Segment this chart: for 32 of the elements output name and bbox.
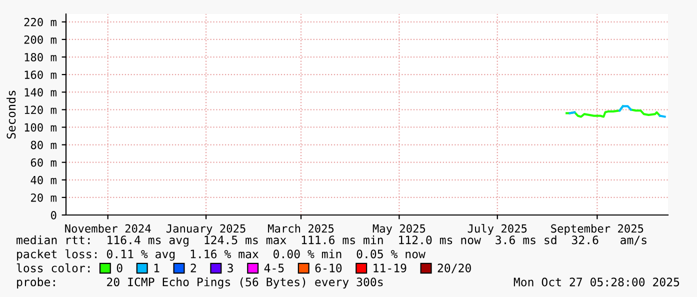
y-tick-label: 40 m <box>30 176 56 184</box>
y-tick-label: 180 m <box>24 53 56 62</box>
text: packet loss: 0.11 % avg 1.16 % max 0.00 % min 0.05 % now <box>17 249 426 261</box>
text: probe: 20 ICMP Echo Pings (56 Bytes) every 300s <box>17 277 383 289</box>
legend-label: 6-10 <box>315 264 342 272</box>
x-tick-label: May 2025 <box>372 224 426 235</box>
y-tick-label: 0 <box>51 211 56 220</box>
x-tick-label: September 2025 <box>551 224 644 235</box>
legend-title: loss color: <box>16 263 90 272</box>
x-tick-label: January 2025 <box>166 224 246 235</box>
text: Mon Oct 27 05:28:00 2025 <box>514 278 680 286</box>
y-tick-label: 60 m <box>30 158 56 167</box>
y-tick-label: 160 m <box>24 70 56 79</box>
legend-label: 1 <box>154 264 160 272</box>
x-tick-label: November 2024 <box>65 224 151 233</box>
legend-label: 0 <box>116 264 122 272</box>
y-tick-label: 100 m <box>24 123 56 132</box>
y-tick-label: 120 m <box>24 106 56 114</box>
y-tick-label: 220 m <box>24 18 56 26</box>
legend-label: 3 <box>228 264 233 272</box>
x-tick-label: July 2025 <box>468 224 527 235</box>
legend-label: 11-19 <box>374 264 406 272</box>
y-axis-title: Seconds <box>6 90 16 139</box>
legend-label: 20/20 <box>438 264 471 274</box>
text: median rtt: 116.4 ms avg 124.5 ms max 111.6 ms min 112.0 ms now 3.6 ms sd 32.6 am/s <box>16 235 646 247</box>
legend-label: 4-5 <box>264 264 284 272</box>
y-tick-label: 80 m <box>30 140 56 150</box>
y-tick-label: 140 m <box>24 88 56 97</box>
y-tick-label: 200 m <box>24 35 56 44</box>
x-tick-label: March 2025 <box>268 224 334 233</box>
legend-label: 2 <box>190 264 196 272</box>
y-tick-label: 20 m <box>31 193 56 202</box>
